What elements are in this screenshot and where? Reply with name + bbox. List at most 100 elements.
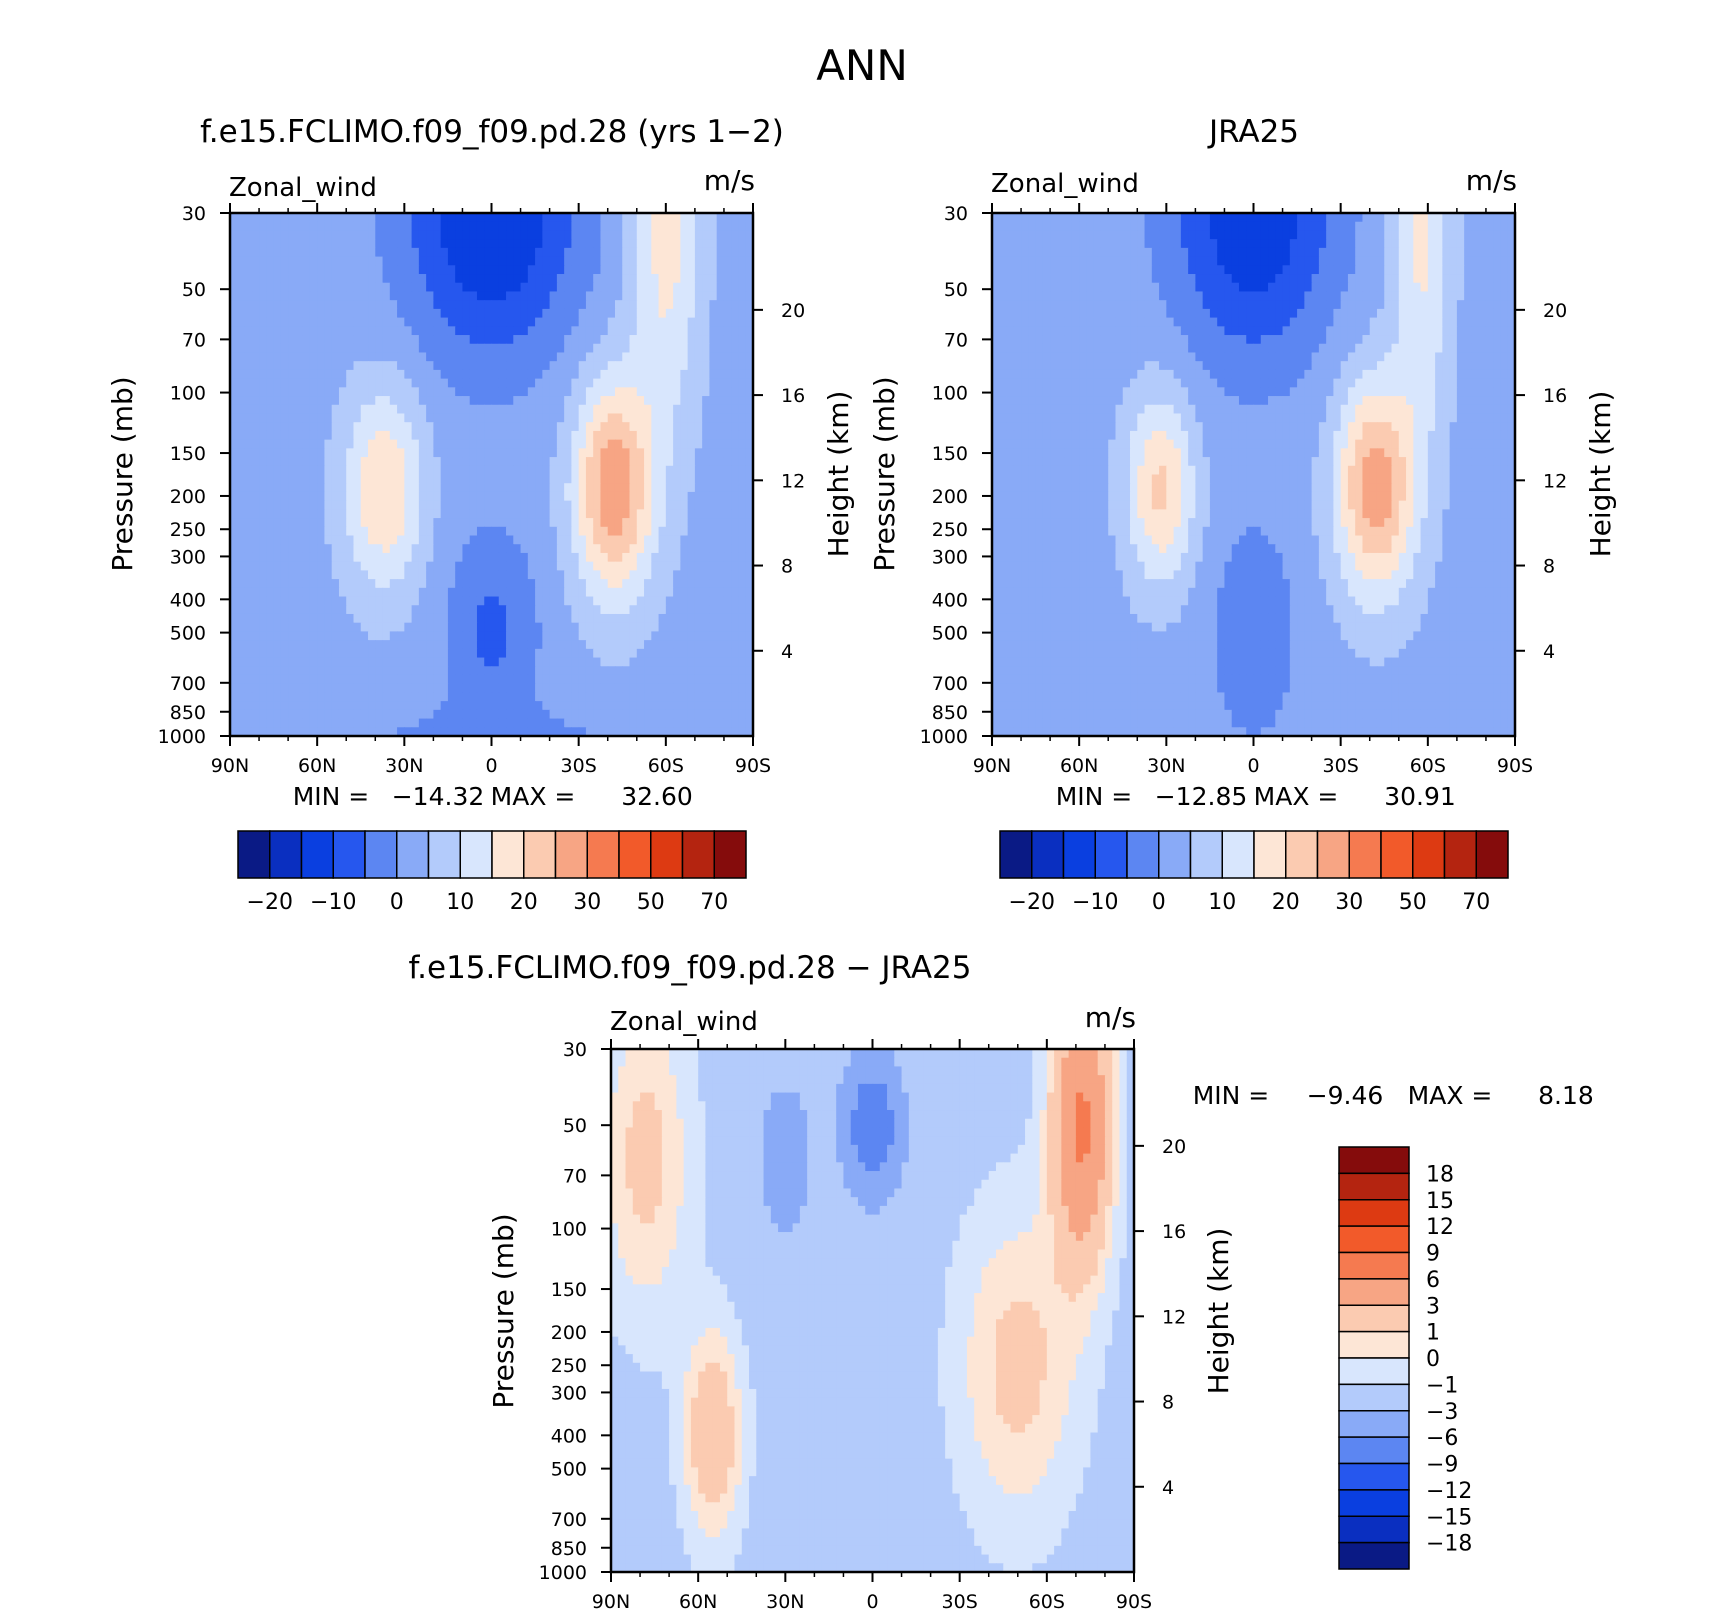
model-field-cell xyxy=(738,439,747,449)
model-field-cell xyxy=(673,570,681,580)
model-field-cell xyxy=(542,369,551,380)
model-field-cell xyxy=(520,413,529,423)
model-field-cell xyxy=(665,422,674,432)
model-field-cell xyxy=(731,326,740,336)
model-field-cell xyxy=(259,265,267,275)
model-field-cell xyxy=(629,230,638,240)
model-field-cell xyxy=(251,587,260,598)
model-field-cell xyxy=(251,701,260,711)
model-field-cell xyxy=(745,369,753,380)
obs-field-cell xyxy=(992,274,1000,284)
model-field-cell xyxy=(709,213,718,223)
model-field-cell xyxy=(317,727,326,736)
model-field-cell xyxy=(484,274,493,284)
model-field-cell xyxy=(317,256,326,266)
model-field-cell xyxy=(324,465,333,476)
model-field-cell xyxy=(302,221,311,232)
model-field-cell xyxy=(535,352,543,362)
model-field-cell xyxy=(375,239,384,249)
model-field-cell xyxy=(506,448,514,458)
model-field-cell xyxy=(665,674,674,685)
model-field-cell xyxy=(556,509,565,519)
obs-field-cell xyxy=(1180,213,1189,223)
obs-field-cell xyxy=(1246,213,1255,223)
model-field-cell xyxy=(527,404,536,415)
model-field-cell xyxy=(360,483,369,493)
model-field-cell xyxy=(266,552,275,563)
model-field-cell xyxy=(426,474,434,484)
model-field-cell xyxy=(745,335,753,345)
model-field-cell xyxy=(230,622,238,632)
obs-field-cell xyxy=(1413,230,1422,240)
model-field-cell xyxy=(694,378,703,388)
model-field-cell xyxy=(622,291,631,301)
model-field-cell xyxy=(665,727,674,736)
model-field-cell xyxy=(309,474,318,484)
obs-field-cell xyxy=(1137,247,1146,258)
obs-panel-title: JRA25 xyxy=(1207,114,1299,150)
model-field-cell xyxy=(578,239,587,249)
model-field-cell xyxy=(360,317,369,327)
obs-field-cell xyxy=(1253,256,1262,266)
model-field-cell xyxy=(317,422,326,432)
model-field-cell xyxy=(346,448,355,458)
model-field-cell xyxy=(346,666,355,676)
model-field-cell xyxy=(266,221,275,232)
model-field-cell xyxy=(266,291,275,301)
model-field-cell xyxy=(331,674,340,685)
model-field-cell xyxy=(542,335,551,345)
model-field-cell xyxy=(295,265,304,275)
model-field-cell xyxy=(549,317,558,327)
model-field-cell xyxy=(295,474,304,484)
model-field-cell xyxy=(266,596,275,606)
model-field-cell xyxy=(389,369,398,380)
model-field-cell xyxy=(346,361,355,371)
model-field-cell xyxy=(709,230,718,240)
model-field-cell xyxy=(455,413,464,423)
model-field-cell xyxy=(230,213,238,223)
obs-field-cell xyxy=(1311,213,1320,223)
model-field-cell xyxy=(673,387,681,397)
obs-field-cell xyxy=(1282,221,1291,232)
model-field-cell xyxy=(418,343,427,354)
model-field-cell xyxy=(549,221,558,232)
model-field-cell xyxy=(556,596,565,606)
model-field-cell xyxy=(680,317,689,327)
model-field-cell xyxy=(709,666,718,676)
model-field-cell xyxy=(629,727,638,736)
model-field-cell xyxy=(346,282,355,293)
model-field-cell xyxy=(375,561,384,571)
model-field-cell xyxy=(709,631,718,641)
model-field-cell xyxy=(295,544,304,554)
model-field-cell xyxy=(404,404,413,415)
model-field-cell xyxy=(687,439,696,449)
model-field-cell xyxy=(506,518,514,528)
model-field-cell xyxy=(346,335,355,345)
obs-field-cell xyxy=(1166,256,1175,266)
model-field-cell xyxy=(665,413,674,423)
model-field-cell xyxy=(716,718,725,728)
model-field-cell xyxy=(251,596,260,606)
model-field-cell xyxy=(622,396,631,406)
model-field-cell xyxy=(273,361,282,371)
obs-field-cell xyxy=(1195,230,1204,240)
model-field-cell xyxy=(556,692,565,702)
model-field-cell xyxy=(614,622,623,632)
model-field-cell xyxy=(491,291,500,301)
model-field-cell xyxy=(578,282,587,293)
model-field-cell xyxy=(658,544,667,554)
obs-field-cell xyxy=(1217,256,1226,266)
model-field-cell xyxy=(614,483,623,493)
obs-field-cell xyxy=(1064,247,1073,258)
obs-field-cell xyxy=(1456,213,1465,223)
model-field-cell xyxy=(418,256,427,266)
model-field-cell xyxy=(716,561,725,571)
model-field-cell xyxy=(535,674,543,685)
model-field-cell xyxy=(520,247,529,258)
model-field-cell xyxy=(426,439,434,449)
model-field-cell xyxy=(542,631,551,641)
model-field-cell xyxy=(244,387,253,397)
model-field-cell xyxy=(273,465,282,476)
obs-field-cell xyxy=(1391,239,1400,249)
model-field-cell xyxy=(237,457,246,467)
